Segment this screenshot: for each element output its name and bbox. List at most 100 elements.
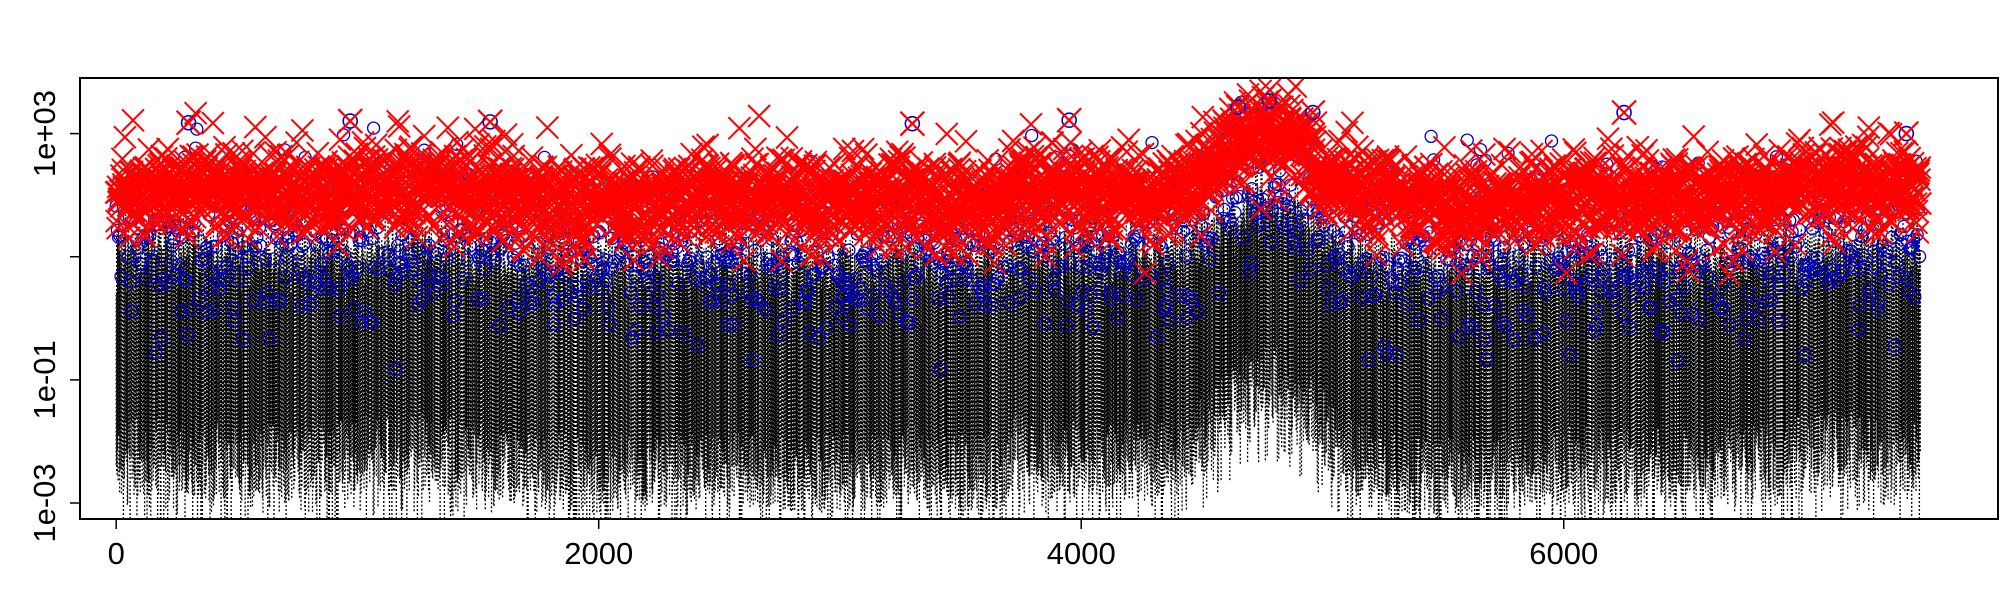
blue-circle-point [1128, 232, 1142, 247]
blue-circle-point [1126, 268, 1140, 283]
blue-circle-point [952, 310, 967, 324]
blue-circle-point [1046, 273, 1061, 287]
blue-circle-point [111, 230, 126, 244]
blue-circle-point [720, 317, 734, 332]
blue-circle-point [968, 296, 982, 311]
blue-circle-point [958, 272, 973, 286]
blue-circle-point [1596, 269, 1610, 283]
blue-circle-point [812, 330, 826, 344]
outlier-point-6 [1256, 88, 1283, 114]
blue-circle-point [1321, 280, 1335, 295]
blue-circle-point [338, 248, 352, 262]
blue-circle-point [1835, 265, 1850, 280]
blue-circle-point [356, 234, 370, 248]
blue-circle-point [1583, 245, 1597, 260]
blue-circle-point [807, 268, 821, 282]
blue-circle-point [629, 323, 643, 338]
blue-circle-point [354, 315, 369, 329]
blue-circle-point [1872, 295, 1886, 309]
blue-circle-point [1014, 262, 1028, 276]
blue-circle-point [637, 254, 651, 269]
blue-circle-point [246, 294, 260, 308]
blue-circle-point [541, 277, 555, 292]
blue-circle-point [345, 270, 359, 285]
blue-circle-point [156, 271, 170, 285]
blue-circle-point [767, 280, 781, 294]
blue-circle-point [1887, 339, 1901, 353]
outlier-point-3 [899, 110, 926, 137]
blue-circle-point [1110, 310, 1124, 325]
outlier-point-5 [1225, 94, 1251, 120]
blue-circle-point [198, 252, 212, 266]
blue-circle-point [1287, 241, 1301, 255]
blue-circle-point [1537, 280, 1551, 294]
blue-circle-point [569, 279, 583, 294]
blue-circle-point [671, 276, 685, 290]
blue-circle-point [749, 292, 763, 307]
blue-circle-point [1223, 213, 1237, 228]
blue-circle-point [448, 294, 463, 308]
blue-circle-point [872, 308, 886, 323]
blue-circle-point [1233, 189, 1247, 204]
blue-circle-point [180, 327, 194, 342]
blue-circle-point [1823, 262, 1838, 277]
blue-circle-point [706, 293, 720, 308]
blue-circle-point [599, 274, 613, 288]
blue-circle-point [1912, 249, 1927, 264]
blue-circle-point [1507, 333, 1521, 347]
red-cross-group-12 [1836, 115, 1933, 247]
blue-circle-point [861, 302, 875, 317]
blue-circle-point [1505, 274, 1519, 288]
blue-circle-point [439, 276, 453, 290]
blue-circle-point [1625, 265, 1639, 280]
blue-circle-point [492, 318, 506, 333]
blue-circle-point [661, 323, 676, 337]
blue-circle-point [1176, 224, 1190, 239]
red-cross-group-10 [1548, 124, 1716, 285]
blue-circle-point [666, 254, 680, 269]
blue-circle-point [800, 282, 814, 296]
blue-circle-point [801, 284, 815, 299]
blue-circle-point [1626, 287, 1640, 301]
blue-circle-point [1431, 269, 1446, 283]
blue-circle-point [1473, 142, 1488, 157]
blue-circle-point [232, 272, 246, 287]
blue-circle-point [1394, 251, 1408, 265]
y-tick-label: 1e-01 [27, 340, 62, 419]
blue-circle-point [1212, 286, 1227, 300]
blue-circle-point [1499, 319, 1513, 333]
blue-circle-point [725, 288, 739, 302]
blue-circle-point [259, 286, 274, 300]
blue-circle-point [830, 267, 844, 281]
blue-circle-point [1124, 236, 1139, 251]
blue-circle-point [1050, 259, 1064, 274]
blue-circle-point [1331, 247, 1346, 262]
blue-circle-point [1627, 243, 1642, 257]
blue-circle-point [1158, 298, 1172, 313]
outlier-point-4 [1056, 107, 1082, 133]
blue-circle-point [393, 243, 407, 258]
blue-circle-point [1400, 297, 1414, 311]
blue-circle-point [711, 278, 725, 293]
blue-circle-point [650, 288, 665, 302]
blue-circle-point [1129, 292, 1144, 306]
blue-circle-point [1642, 300, 1656, 314]
blue-circle-point [1677, 279, 1691, 293]
blue-circle-point [1366, 289, 1381, 303]
blue-circle-point [1185, 293, 1199, 307]
blue-circle-point [1377, 339, 1391, 353]
blue-circle-point [1795, 281, 1809, 296]
blue-circle-point [1293, 273, 1307, 288]
blue-circle-point [279, 269, 293, 284]
blue-circle-point [841, 273, 855, 288]
blue-circle-point [1700, 243, 1714, 257]
blue-circle-point [1436, 279, 1450, 294]
blue-circle-point [192, 291, 206, 305]
blue-circle-point [1242, 263, 1257, 278]
blue-circle-point [843, 318, 857, 333]
blue-circle-point [446, 309, 460, 323]
blue-circle-point [886, 291, 901, 305]
blue-circle-point [1595, 250, 1609, 264]
blue-circle-point [584, 257, 599, 271]
blue-circle-point [933, 362, 947, 376]
